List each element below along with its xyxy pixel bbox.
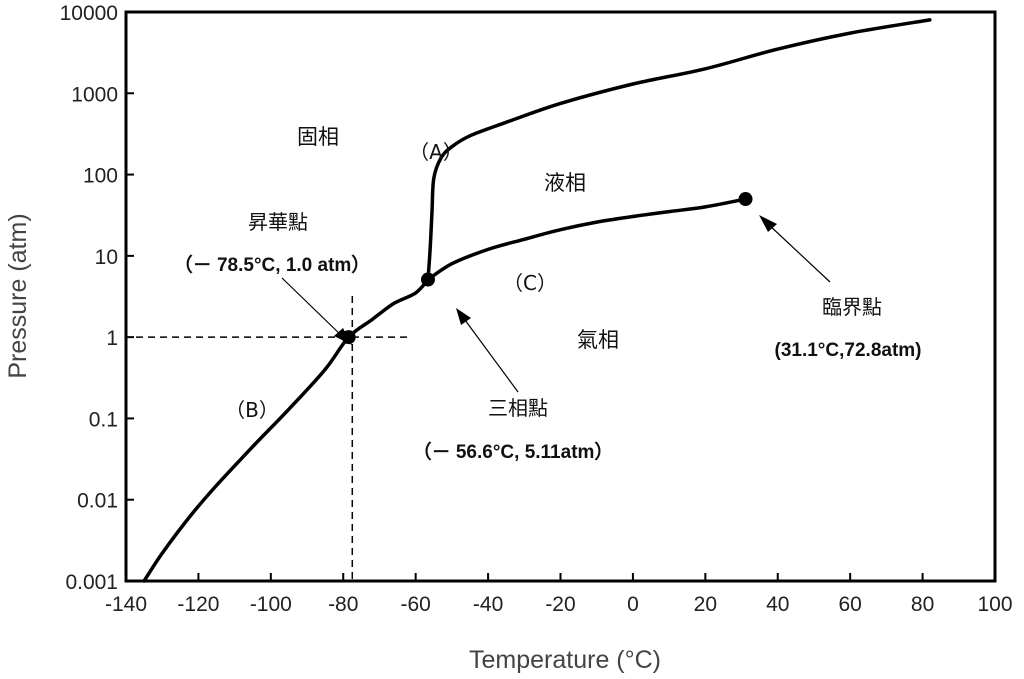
critical-arrow	[767, 223, 831, 283]
x-tick-label: 40	[766, 593, 789, 616]
region-liquid-label: 液相	[544, 171, 586, 195]
x-tick-label: -40	[473, 593, 503, 616]
critical-point-coords: (31.1°C,72.8atm)	[775, 340, 922, 361]
x-tick-label: -100	[250, 593, 292, 616]
special-point-markers	[341, 192, 753, 345]
sublimation-arrowhead	[334, 328, 352, 345]
x-tick-label: -20	[545, 593, 575, 616]
y-axis-title: Pressure (atm)	[4, 213, 32, 378]
triple-arrowhead	[456, 308, 471, 325]
sublimation-point-name: 昇華點	[248, 210, 308, 234]
x-tick-label: 100	[977, 593, 1012, 616]
x-tick-label: -120	[177, 593, 219, 616]
x-tick-label: 60	[838, 593, 861, 616]
curve-c-label: （C）	[503, 271, 557, 295]
melting-curve-a	[426, 18, 932, 282]
x-tick-label: 0	[627, 593, 639, 616]
y-tick-label: 1000	[71, 83, 118, 106]
triple-point-marker	[420, 272, 435, 287]
vaporization-curve-c	[426, 197, 748, 282]
phase-boundary-curves	[142, 18, 932, 583]
triple-point-coords: （－ 56.6°C, 5.11atm）	[413, 440, 614, 463]
x-tick-label: -140	[105, 593, 147, 616]
annotation-arrows	[281, 215, 831, 393]
region-gas-label: 氣相	[577, 328, 619, 352]
sublimation-point-coords: （－ 78.5°C, 1.0 atm）	[174, 253, 371, 276]
y-tick-label: 100	[83, 165, 118, 188]
y-tick-label: 0.1	[89, 408, 118, 431]
critical-point-marker	[738, 192, 753, 207]
triple-arrow	[464, 319, 519, 393]
critical-point-name: 臨界點	[822, 295, 882, 319]
sublimation-arrow	[281, 277, 345, 339]
x-tick-label: 80	[911, 593, 934, 616]
x-axis-title: Temperature (°C)	[469, 646, 661, 674]
region-solid-label: 固相	[297, 125, 339, 149]
x-tick-label: -80	[328, 593, 358, 616]
sublimation-curve-b	[142, 277, 430, 583]
y-tick-label: 0.01	[77, 490, 118, 513]
triple-point-name: 三相點	[488, 396, 548, 420]
y-tick-label: 10	[95, 246, 118, 269]
y-axis-ticks: 10000 1000 100 10 1 0.1 0.01 0.001	[60, 2, 134, 594]
y-tick-label: 10000	[60, 2, 118, 25]
curve-a-label: （A）	[409, 140, 463, 164]
y-tick-label: 1	[106, 327, 118, 350]
critical-arrowhead	[759, 215, 777, 232]
y-tick-label: 0.001	[65, 571, 118, 594]
curve-b-label: （B）	[225, 398, 279, 422]
x-tick-label: -60	[400, 593, 430, 616]
x-axis-ticks: -140 -120 -100 -80 -60 -40 -20 0 20 40 60 80 100	[105, 573, 1013, 616]
x-tick-label: 20	[694, 593, 717, 616]
